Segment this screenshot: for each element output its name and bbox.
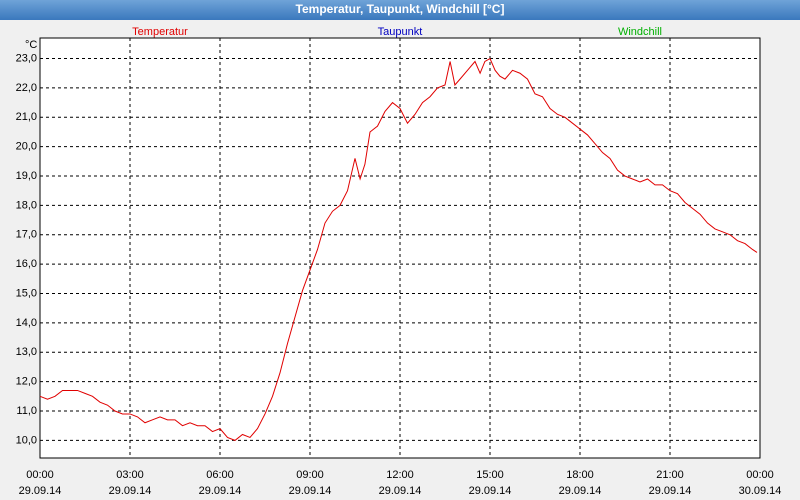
- x-tick-label: 00:00: [26, 469, 54, 481]
- x-tick-date: 29.09.14: [469, 485, 512, 497]
- x-tick-date: 30.09.14: [739, 485, 782, 497]
- y-tick-label: 23,0: [16, 52, 37, 64]
- y-tick-label: 18,0: [16, 199, 37, 211]
- x-tick-label: 12:00: [386, 469, 414, 481]
- x-tick-label: 21:00: [656, 469, 684, 481]
- x-tick-label: 18:00: [566, 469, 594, 481]
- y-tick-label: 17,0: [16, 229, 37, 241]
- x-tick-date: 29.09.14: [19, 485, 62, 497]
- y-tick-label: 10,0: [16, 434, 37, 446]
- x-tick-label: 09:00: [296, 469, 324, 481]
- x-tick-label: 15:00: [476, 469, 504, 481]
- x-tick-date: 29.09.14: [379, 485, 422, 497]
- x-tick-date: 29.09.14: [199, 485, 242, 497]
- legend-label: Windchill: [618, 26, 662, 38]
- x-tick-label: 00:00: [746, 469, 774, 481]
- y-tick-label: 15,0: [16, 287, 37, 299]
- data-line: [39, 57, 758, 441]
- y-tick-label: 20,0: [16, 141, 37, 153]
- x-tick-date: 29.09.14: [109, 485, 152, 497]
- chart-title: Temperatur, Taupunkt, Windchill [°C]: [296, 2, 505, 16]
- y-tick-label: 21,0: [16, 111, 37, 123]
- y-unit: °C: [25, 39, 37, 51]
- y-tick-label: 22,0: [16, 82, 37, 94]
- y-tick-label: 16,0: [16, 258, 37, 270]
- y-tick-label: 19,0: [16, 170, 37, 182]
- legend-label: Temperatur: [132, 26, 188, 38]
- title-bar: [0, 0, 800, 20]
- x-tick-date: 29.09.14: [289, 485, 332, 497]
- y-tick-label: 11,0: [16, 405, 37, 417]
- x-tick-label: 06:00: [206, 469, 234, 481]
- x-tick-label: 03:00: [116, 469, 144, 481]
- x-tick-date: 29.09.14: [649, 485, 692, 497]
- legend-label: Taupunkt: [378, 26, 423, 38]
- y-tick-label: 12,0: [16, 376, 37, 388]
- y-tick-label: 14,0: [16, 317, 37, 329]
- y-tick-label: 13,0: [16, 346, 37, 358]
- x-tick-date: 29.09.14: [559, 485, 602, 497]
